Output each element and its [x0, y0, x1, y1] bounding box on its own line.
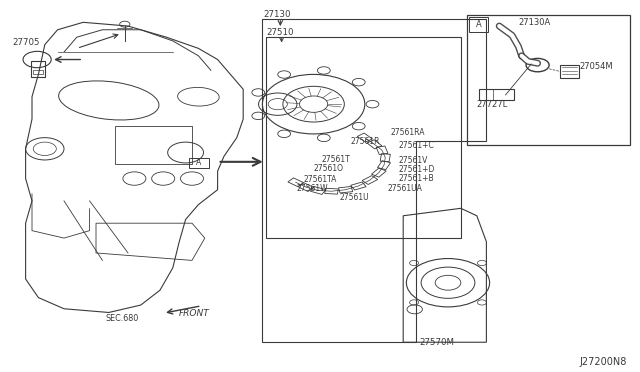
- Bar: [189, 158, 209, 168]
- Text: 27561+D: 27561+D: [398, 165, 435, 174]
- Text: 27561+C: 27561+C: [398, 141, 434, 150]
- Text: A: A: [476, 20, 481, 29]
- Bar: [479, 89, 514, 100]
- Text: 27130: 27130: [264, 10, 291, 19]
- Text: 27561T: 27561T: [321, 155, 350, 164]
- Text: 27561RA: 27561RA: [390, 128, 425, 137]
- Text: 27561V: 27561V: [398, 156, 428, 165]
- Text: FRONT: FRONT: [179, 309, 210, 318]
- Bar: [33, 70, 43, 74]
- Text: 27054M: 27054M: [579, 62, 613, 71]
- Bar: [560, 65, 579, 78]
- Text: 27561UA: 27561UA: [388, 185, 422, 193]
- Text: 27561O: 27561O: [314, 164, 344, 173]
- Bar: [115, 126, 192, 164]
- Bar: [266, 37, 461, 238]
- Text: J27200N8: J27200N8: [580, 357, 627, 366]
- Text: 27510: 27510: [266, 28, 294, 37]
- Text: 27705: 27705: [13, 38, 40, 47]
- Text: 27727L: 27727L: [477, 100, 508, 109]
- Bar: [467, 15, 630, 145]
- Text: 27561U: 27561U: [339, 193, 369, 202]
- Text: 27561R: 27561R: [351, 137, 380, 146]
- Bar: [469, 17, 488, 32]
- Text: 27130A: 27130A: [518, 18, 550, 27]
- Text: 27561W: 27561W: [297, 185, 328, 193]
- Text: 27561TA: 27561TA: [303, 175, 337, 184]
- Bar: [31, 61, 45, 77]
- Text: SEC.680: SEC.680: [106, 314, 139, 323]
- Text: A: A: [196, 158, 202, 167]
- Text: 27561+B: 27561+B: [398, 174, 434, 183]
- Text: 27570M: 27570M: [419, 338, 454, 347]
